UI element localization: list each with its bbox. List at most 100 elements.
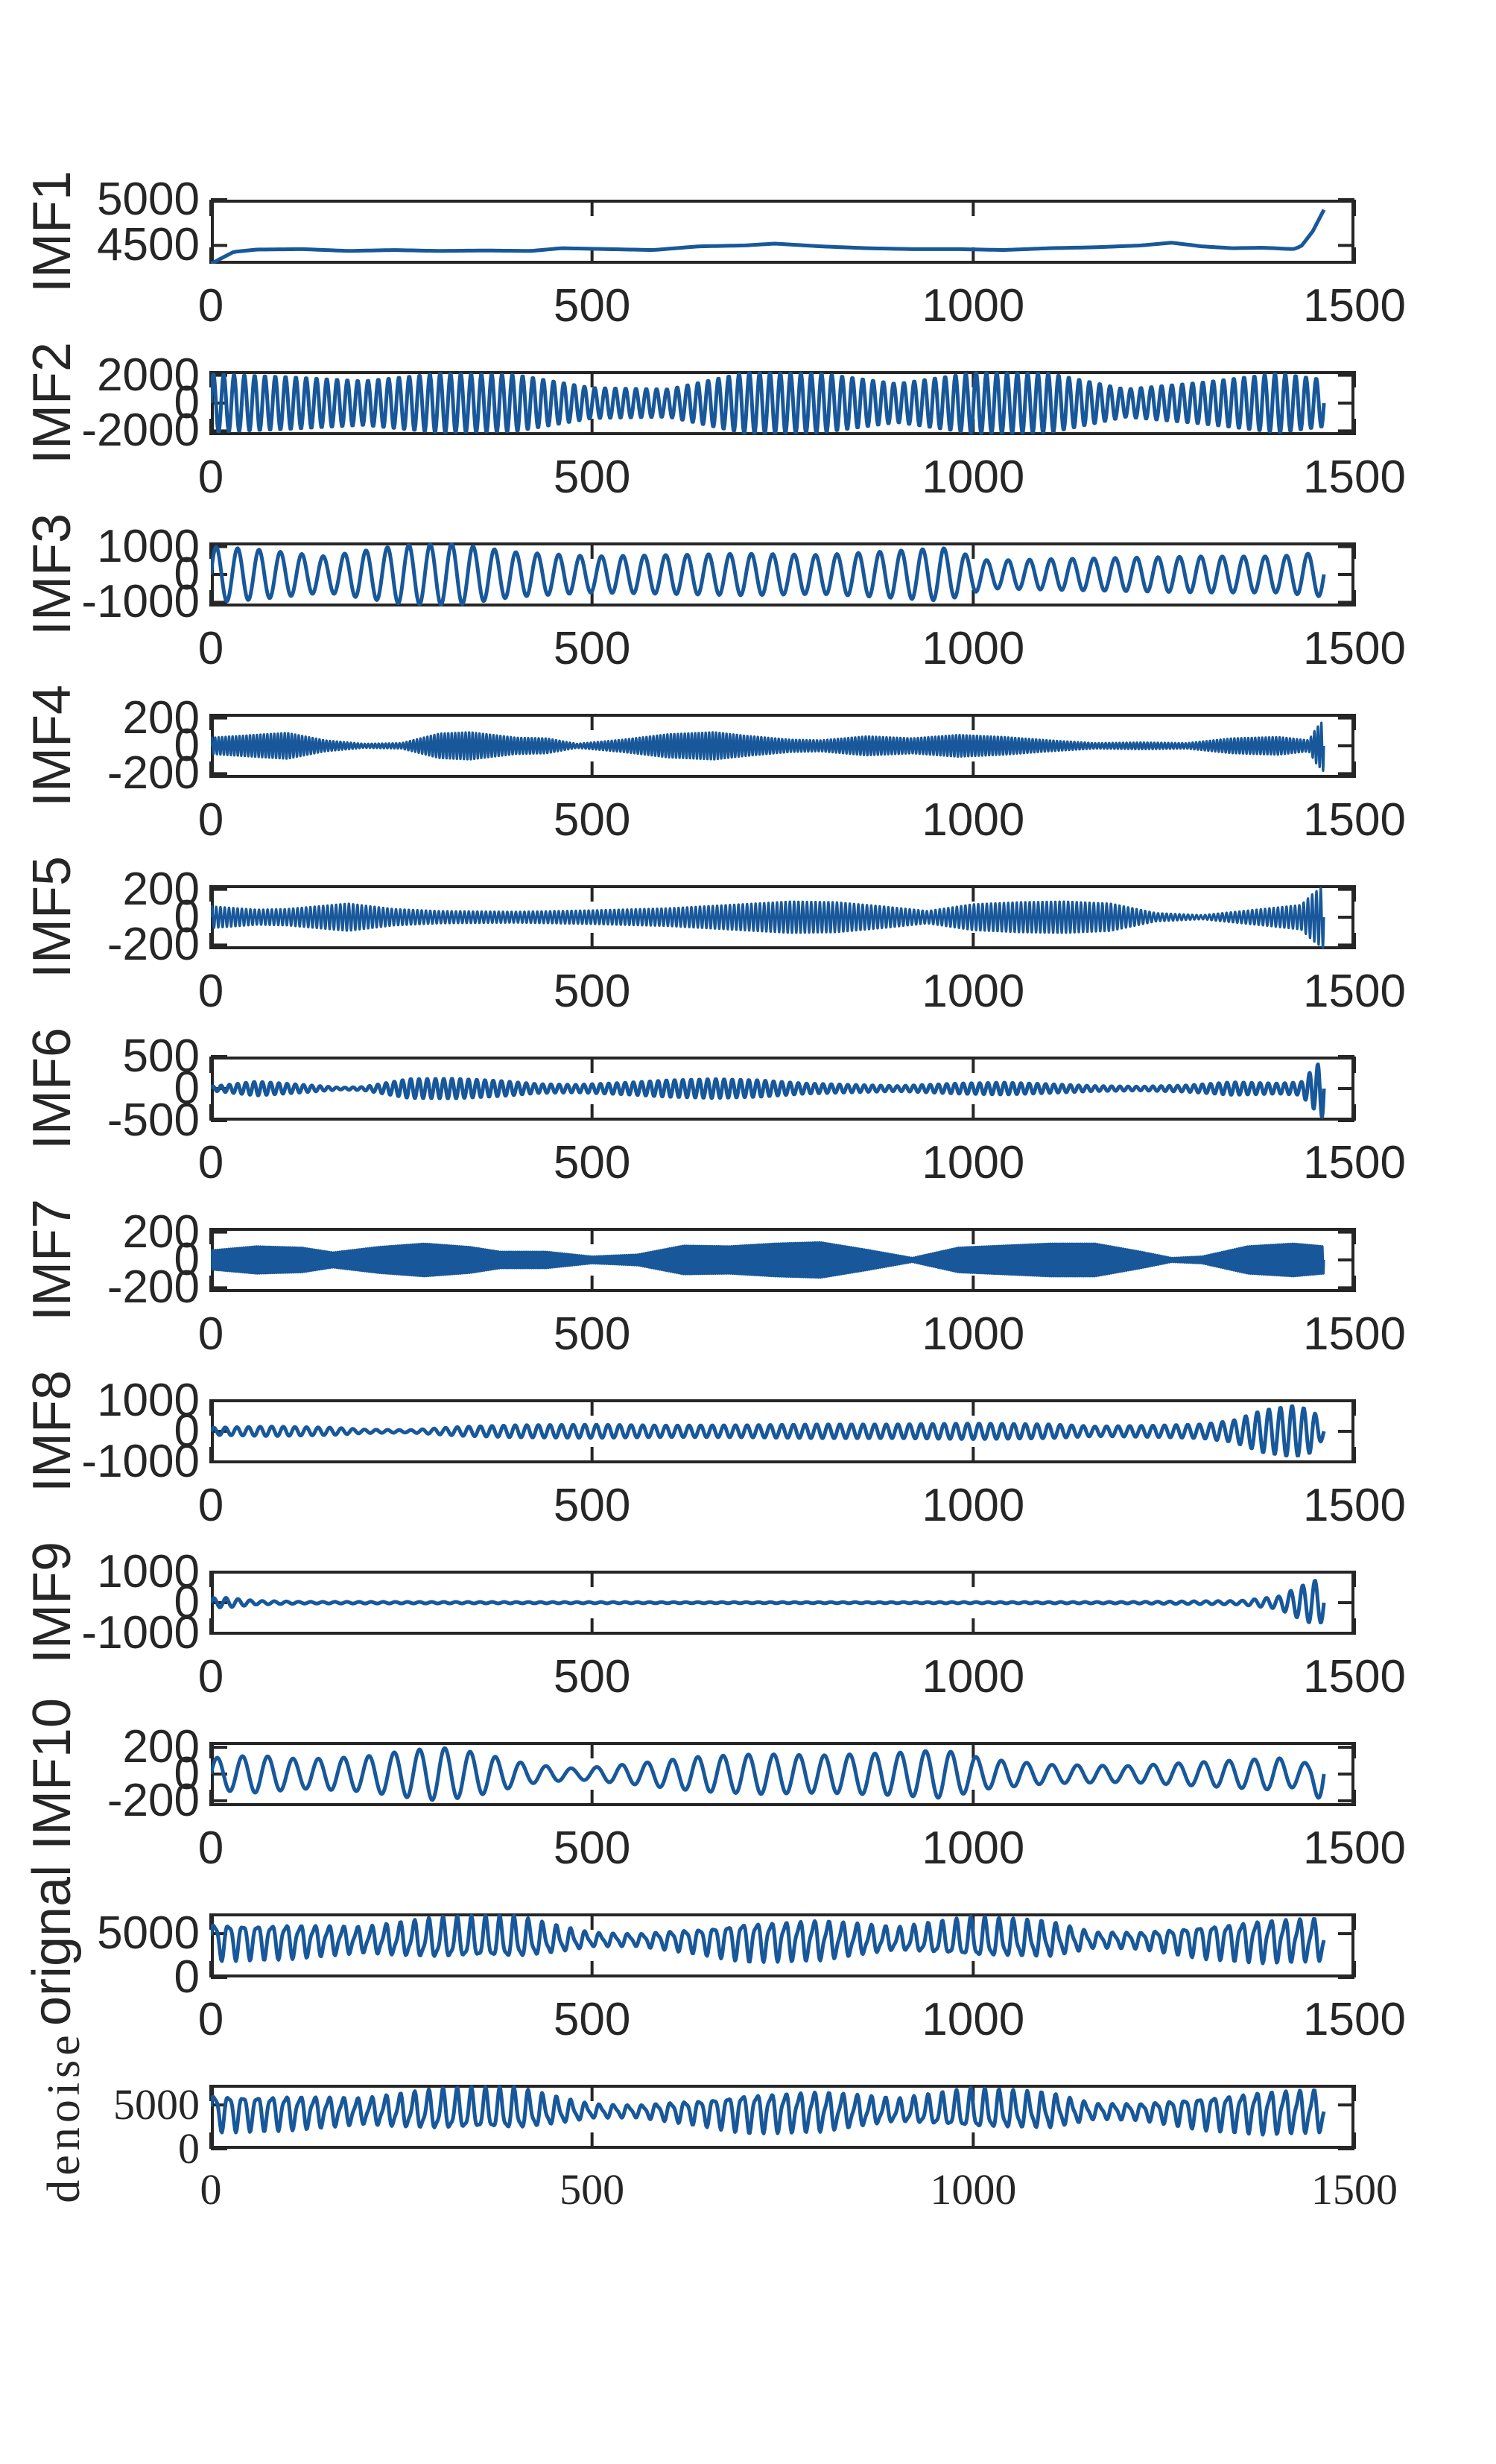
plot-area xyxy=(209,1228,1356,1292)
y-tick-label: 0 xyxy=(178,2124,200,2173)
y-tick-label: -1000 xyxy=(81,1435,200,1487)
y-axis-label: IMF1 xyxy=(22,170,82,294)
y-tick-label: 4500 xyxy=(97,219,200,271)
y-tick-label: -200 xyxy=(107,1774,200,1826)
y-axis-label: IMF9 xyxy=(22,1541,82,1665)
y-tick-label: 0 xyxy=(174,891,200,943)
y-tick-label: -2000 xyxy=(81,405,200,457)
y-tick-label: 0 xyxy=(174,1234,200,1285)
plot-area xyxy=(209,885,1356,949)
plot-area xyxy=(209,371,1356,435)
y-axis-label: orignal xyxy=(22,1864,82,2027)
y-tick-label: 1000 xyxy=(97,520,200,572)
subplot-orignal: orignal 0 5000 0 500 1000 1500 xyxy=(0,1865,1496,2085)
tick-marks xyxy=(209,542,1356,607)
x-tick-label: 1500 xyxy=(1303,1480,1406,1531)
y-tick-label: -500 xyxy=(107,1095,200,1146)
tick-marks xyxy=(209,1742,1356,1806)
x-tick-label: 500 xyxy=(553,794,631,846)
signal-line xyxy=(211,1913,1326,1966)
y-tick-label: 0 xyxy=(174,720,200,771)
x-tick-label: 1500 xyxy=(1303,1651,1406,1703)
signal-line xyxy=(211,2085,1326,2137)
x-tick-label: 500 xyxy=(560,2165,625,2214)
y-axis-label: IMF2 xyxy=(22,341,82,465)
plot-area xyxy=(209,1571,1356,1635)
y-axis-label: IMF7 xyxy=(22,1198,82,1322)
x-tick-label: 500 xyxy=(553,623,631,674)
plot-area xyxy=(209,542,1356,607)
y-tick-label: 1000 xyxy=(97,1546,200,1598)
plot-area xyxy=(209,1399,1356,1463)
x-tick-label: 1500 xyxy=(1303,966,1406,1017)
y-tick-label: 0 xyxy=(174,1748,200,1799)
signal-plot xyxy=(209,1913,1356,1979)
tick-marks xyxy=(209,2085,1356,2150)
x-tick-label: 1500 xyxy=(1303,1994,1406,2045)
x-tick-label: 0 xyxy=(197,1480,224,1531)
y-tick-label: -1000 xyxy=(81,1606,200,1659)
x-tick-label: 1000 xyxy=(922,452,1025,503)
signal-plot xyxy=(209,2085,1356,2150)
y-tick-label: 0 xyxy=(174,1062,200,1114)
signal-plot xyxy=(209,1571,1356,1635)
signal-line xyxy=(211,542,1326,607)
x-tick-label: 1000 xyxy=(922,1480,1025,1531)
x-tick-label: 0 xyxy=(197,452,224,503)
y-tick-label: 2000 xyxy=(97,349,200,401)
x-tick-label: 1500 xyxy=(1303,623,1406,674)
subplot-imf1: IMF1 4500 5000 0 500 1000 1500 xyxy=(0,171,1496,371)
subplot-denoise: denoise 0 5000 0 500 1000 1500 xyxy=(0,2030,1496,2256)
signal-plot xyxy=(209,542,1356,607)
x-tick-label: 1500 xyxy=(1303,794,1406,846)
plot-area xyxy=(209,1913,1356,1979)
x-tick-label: 500 xyxy=(553,1994,631,2045)
plot-area xyxy=(209,1055,1356,1122)
y-tick-label: 200 xyxy=(122,691,200,744)
signal-plot xyxy=(209,198,1356,264)
y-axis-label: IMF3 xyxy=(22,513,82,636)
x-tick-label: 0 xyxy=(197,1994,224,2045)
tick-marks xyxy=(209,1913,1356,1979)
signal-plot xyxy=(209,885,1356,949)
y-tick-label: 200 xyxy=(122,863,200,915)
y-tick-label: 200 xyxy=(122,1206,200,1258)
x-tick-label: 0 xyxy=(200,2165,222,2214)
subplot-imf4: IMF4 -200 0 200 0 500 1000 1500 xyxy=(0,685,1496,885)
x-tick-label: 0 xyxy=(197,1651,224,1703)
y-tick-label: -200 xyxy=(107,747,200,799)
x-tick-label: 500 xyxy=(553,280,631,332)
subplot-imf7: IMF7 -200 0 200 0 500 1000 1500 xyxy=(0,1199,1496,1399)
x-tick-label: 1500 xyxy=(1311,2165,1398,2214)
x-tick-label: 1000 xyxy=(922,623,1025,674)
x-tick-label: 500 xyxy=(553,1137,631,1188)
subplot-imf9: IMF9 -1000 0 1000 0 500 1000 1500 xyxy=(0,1542,1496,1742)
y-axis-label: denoise xyxy=(39,2030,89,2203)
signal-plot xyxy=(209,371,1356,435)
y-tick-label: 0 xyxy=(174,1405,200,1457)
subplot-imf5: IMF5 -200 0 200 0 500 1000 1500 xyxy=(0,856,1496,1057)
x-tick-label: 0 xyxy=(197,966,224,1017)
signal-line xyxy=(211,371,1326,435)
x-tick-label: 500 xyxy=(553,1308,631,1360)
y-tick-label: 0 xyxy=(174,1577,200,1628)
y-axis-label: IMF6 xyxy=(22,1027,82,1150)
signal-line xyxy=(211,1746,1326,1802)
x-tick-label: 1500 xyxy=(1303,1308,1406,1360)
x-tick-label: 1000 xyxy=(930,2165,1017,2214)
y-tick-label: 1000 xyxy=(97,1375,200,1427)
x-tick-label: 1000 xyxy=(922,966,1025,1017)
x-tick-label: 0 xyxy=(197,1308,224,1360)
y-axis-label: IMF4 xyxy=(22,684,82,808)
x-tick-label: 500 xyxy=(553,452,631,503)
x-tick-label: 1500 xyxy=(1303,452,1406,503)
y-tick-label: -1000 xyxy=(81,576,200,628)
y-tick-label: -200 xyxy=(107,1261,200,1314)
plot-area xyxy=(209,198,1356,264)
x-tick-label: 0 xyxy=(197,1137,224,1188)
signal-plot xyxy=(209,1228,1356,1292)
y-tick-label: 5000 xyxy=(97,1907,200,1960)
plot-area xyxy=(209,714,1356,778)
subplot-imf10: IMF10 -200 0 200 0 500 1000 1500 xyxy=(0,1698,1496,1913)
y-tick-label: 0 xyxy=(174,548,200,600)
